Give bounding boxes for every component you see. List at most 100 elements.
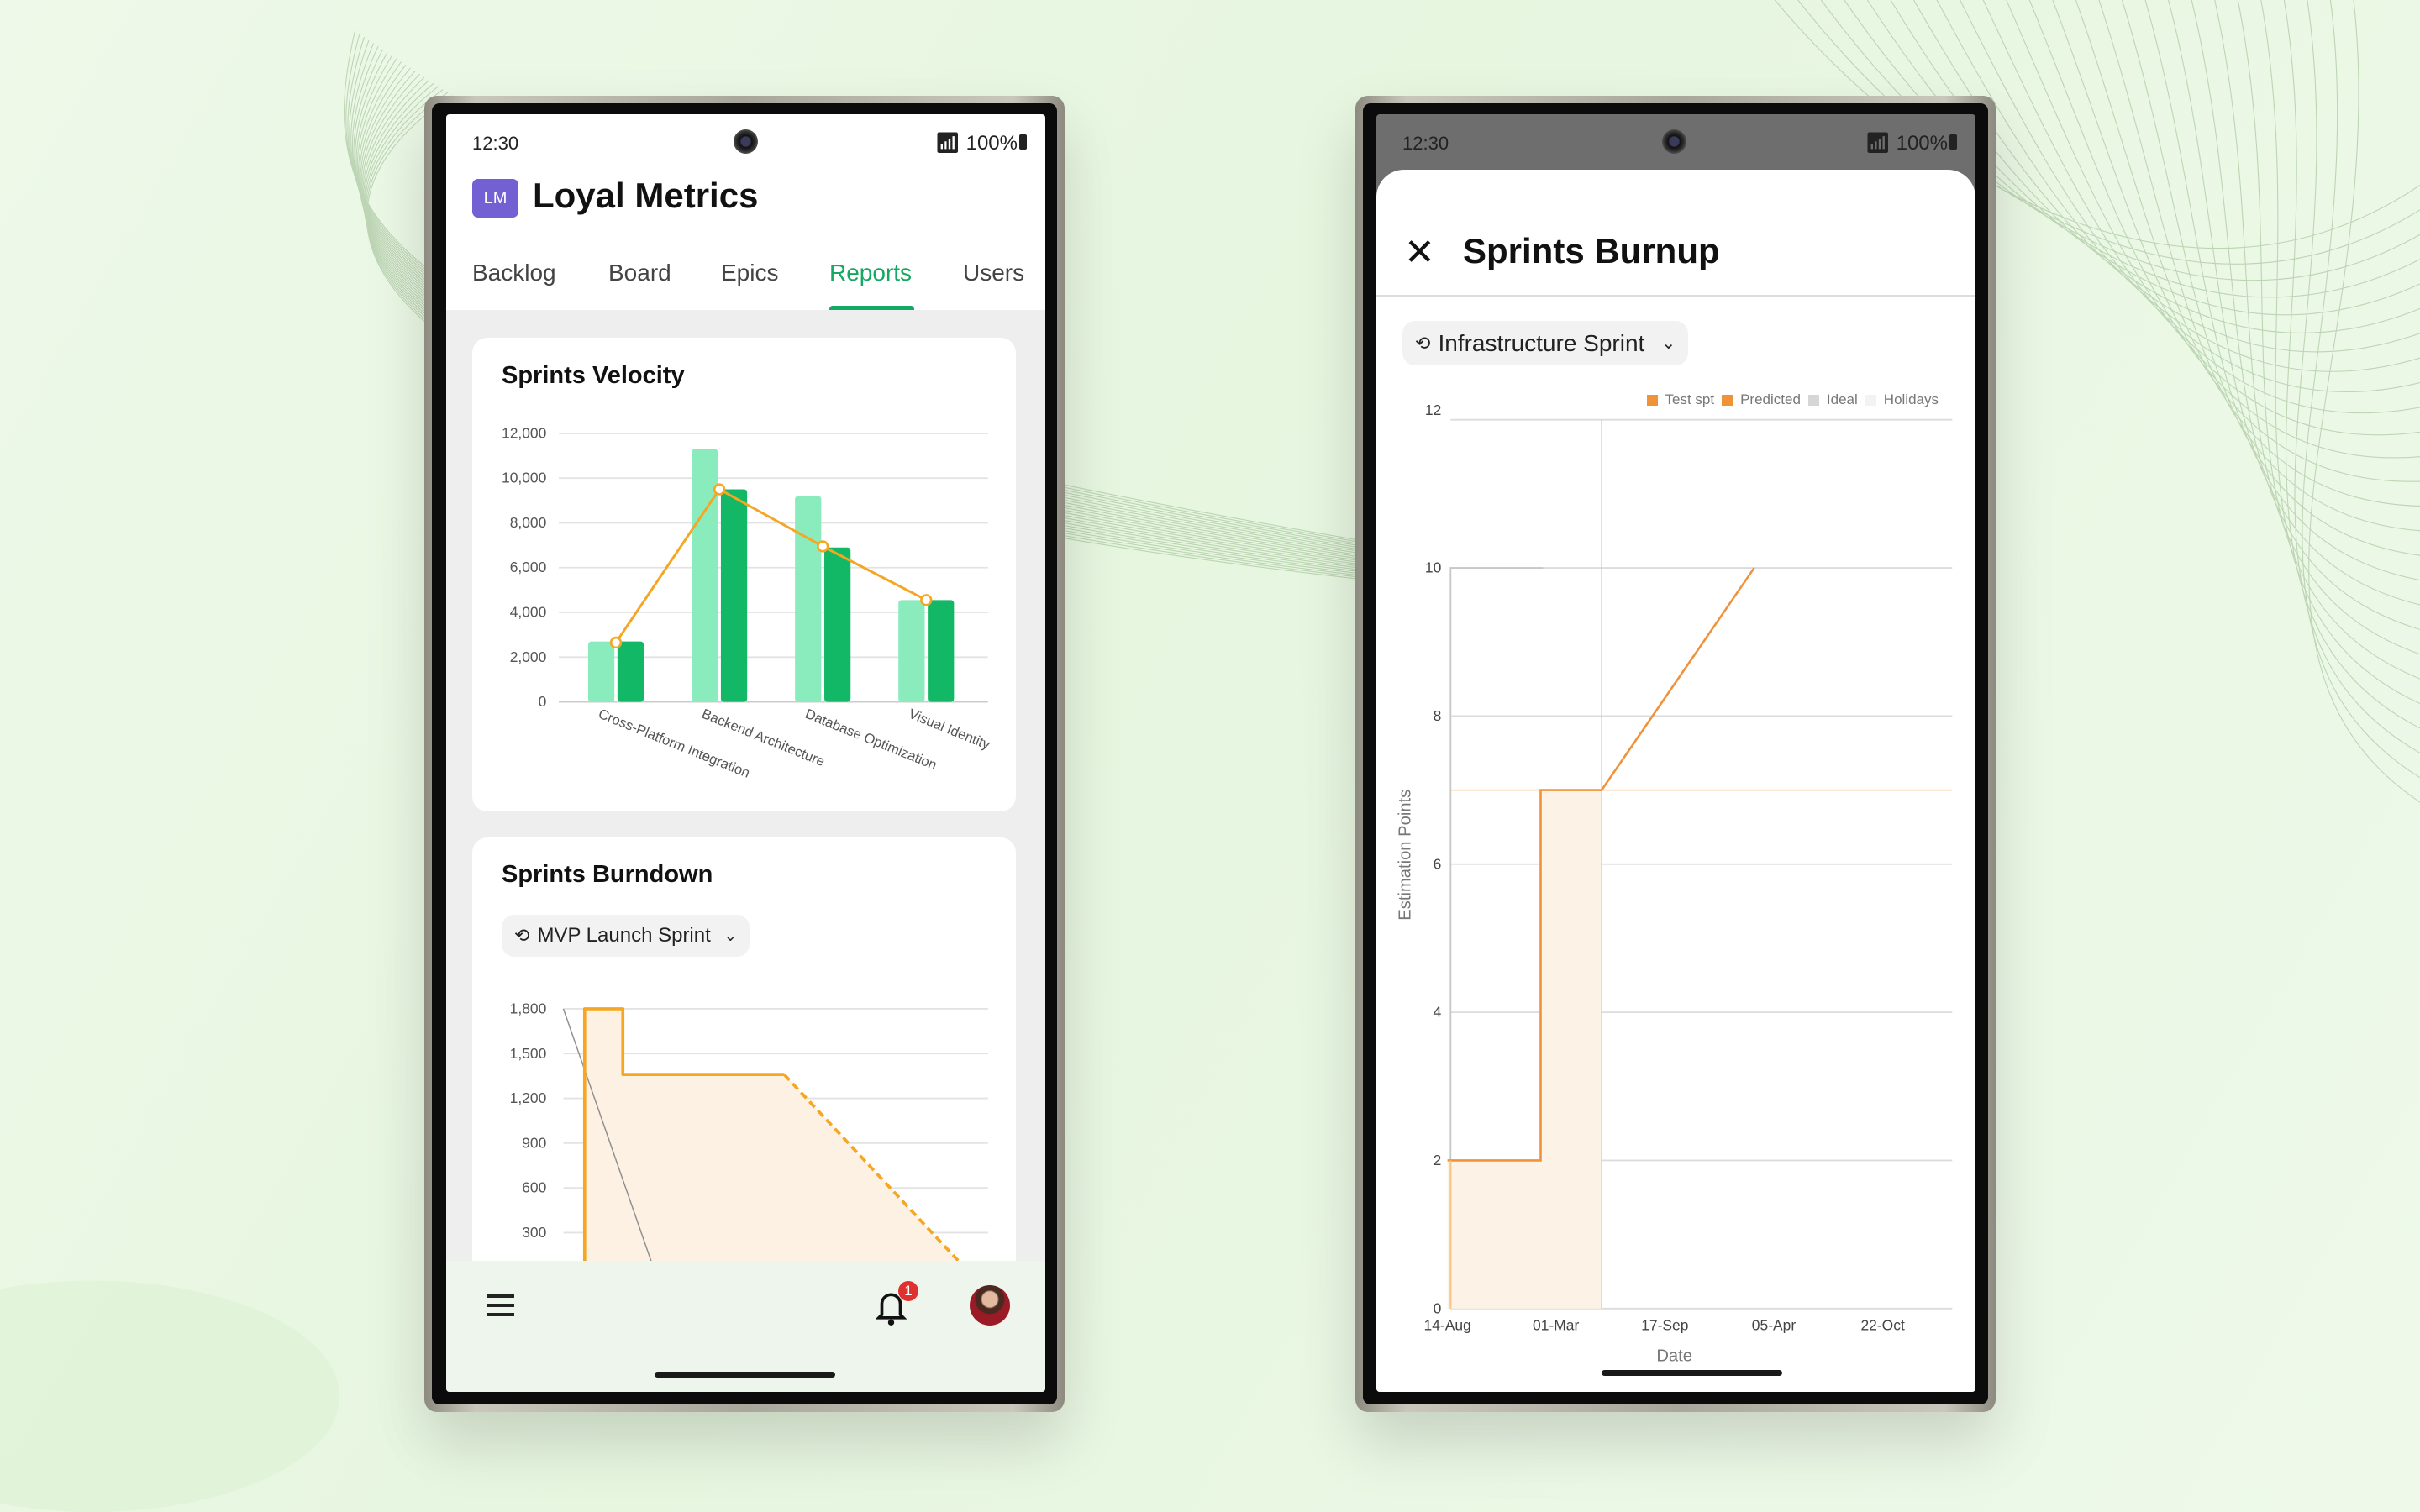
notification-badge: 1 [898,1281,918,1301]
home-indicator [1602,1370,1782,1376]
burnup-sprint-value: Infrastructure Sprint [1438,329,1645,356]
velocity-line [614,487,927,643]
y-tick-label: 8,000 [510,514,547,531]
sprint-icon: ⟲ [514,925,530,946]
home-indicator [655,1372,835,1378]
burndown-card: Sprints Burndown ⟲ MVP Launch Sprint ⌄ 3… [472,837,1016,1261]
decorative-curve [2302,0,2420,779]
x-tick-label: 14-Aug [1424,1317,1471,1334]
decorative-curve [2214,0,2420,655]
y-tick-label: 300 [522,1224,546,1241]
test-spt-line [1447,567,1755,1162]
velocity-bar [824,547,851,702]
wifi-icon: 📶︎ [1865,132,1891,155]
velocity-bar [617,641,644,702]
user-avatar[interactable] [970,1285,1010,1326]
burndown-ideal-line [562,1008,652,1261]
burnup-chart: 0 2 4 6 8 10 12 14-Aug 01-Mar 17-Sep 05-Apr 22-Oct D… [1397,402,1953,1365]
tab-reports[interactable]: Reports [829,260,913,286]
y-tick-label: 1,500 [510,1045,547,1062]
y-tick-label: 10 [1425,559,1442,576]
tab-backlog[interactable]: Backlog [472,260,556,286]
y-tick-label: 900 [522,1134,546,1151]
tab-board[interactable]: Board [608,260,671,286]
decorative-curve [2283,0,2420,729]
decorative-curve [2052,0,2420,482]
status-time: 12:30 [472,133,519,154]
y-tick-label: 2,000 [510,648,547,665]
y-tick-label: 1,800 [510,1000,547,1016]
active-tab-indicator [829,306,914,311]
phone-screen-burnup: 12:30 📶︎ 100% ✕ Sprints Burnup ⟲ Infrast… [1376,114,1975,1392]
decorative-curve [2121,0,2420,556]
x-tick-label: Visual Identity [907,706,993,753]
status-battery: 100% [965,132,1018,155]
status-icons: 📶︎ 100% [1865,131,1957,155]
decorative-curve [1982,0,2420,414]
decorative-curve [1960,0,2420,392]
header-divider [1376,295,1975,297]
burndown-area [584,1008,959,1261]
sprint-icon: ⟲ [1415,332,1431,354]
reports-content[interactable]: Sprints Velocity 0 2,000 4,000 6,000 8,000 10… [446,310,1045,1261]
sheet-title: Sprints Burnup [1463,231,1720,270]
y-tick-label: 6 [1434,855,1442,872]
y-tick-label: 12,000 [502,424,547,441]
y-tick-label: 0 [539,693,547,710]
velocity-point [817,540,829,553]
velocity-card: Sprints Velocity 0 2,000 4,000 6,000 8,000 10… [472,338,1016,811]
velocity-chart: 02,0004,0006,0008,00010,00012,000Cross-P… [502,424,993,780]
x-tick-label: 17-Sep [1641,1317,1688,1334]
decorative-curve [2294,0,2420,753]
decorative-curve [2028,0,2420,459]
velocity-bar [795,496,822,702]
y-tick-label: 2 [1434,1152,1442,1168]
y-tick-label: 0 [1434,1299,1442,1316]
y-tick-label: 4 [1434,1004,1442,1021]
legend-swatch [1865,394,1876,406]
velocity-bar [928,600,955,702]
app-title: Loyal Metrics [533,176,759,215]
legend-label[interactable]: Test spt [1665,391,1715,407]
burndown-chart: 300 600 900 1,200 1,500 1,800 [510,1000,988,1261]
decorative-curve [2075,0,2420,507]
velocity-bar [720,489,748,702]
decorative-curve [1913,0,2420,353]
burnup-sprint-select[interactable]: ⟲ Infrastructure Sprint ⌄ [1402,321,1689,365]
burnup-area [1447,790,1602,1309]
decorative-curve [2308,0,2420,803]
x-tick-label: 01-Mar [1533,1317,1579,1334]
status-time: 12:30 [1402,133,1449,154]
x-tick-label: 22-Oct [1860,1317,1904,1334]
notification-bell-icon[interactable] [876,1289,907,1326]
y-axis-label: Estimation Points [1397,790,1415,921]
phone-screen-reports: 12:30 📶︎ 100% LM Loyal Metrics Backlog B… [446,114,1045,1392]
legend-swatch [1807,394,1819,406]
burndown-sprint-select[interactable]: ⟲ MVP Launch Sprint ⌄ [502,915,750,957]
decorative-curve [1774,0,2420,249]
decorative-curve [2144,0,2420,581]
y-tick-label: 6,000 [510,559,547,575]
legend-label[interactable]: Ideal [1826,391,1858,407]
legend-label[interactable]: Holidays [1883,391,1939,407]
decorative-curve [2098,0,2420,532]
battery-icon [1949,134,1957,150]
chevron-down-icon: ⌄ [1661,334,1676,353]
velocity-point [713,483,726,496]
decorative-curve [1890,0,2420,333]
velocity-title: Sprints Velocity [502,362,685,389]
close-icon[interactable]: ✕ [1404,232,1435,273]
y-tick-label: 8 [1434,707,1442,724]
status-battery: 100% [1896,132,1948,155]
legend-swatch [1646,394,1658,406]
legend-label[interactable]: Predicted [1740,391,1801,407]
menu-icon[interactable] [487,1294,514,1316]
tab-users[interactable]: Users [963,260,1025,286]
tab-epics[interactable]: Epics [721,260,779,286]
y-tick-label: 600 [522,1179,546,1196]
decorative-curve [2168,0,2420,606]
ideal-line [1449,567,1544,1309]
status-icons: 📶︎ 100% [934,131,1027,155]
burndown-projected-line [782,1073,961,1261]
